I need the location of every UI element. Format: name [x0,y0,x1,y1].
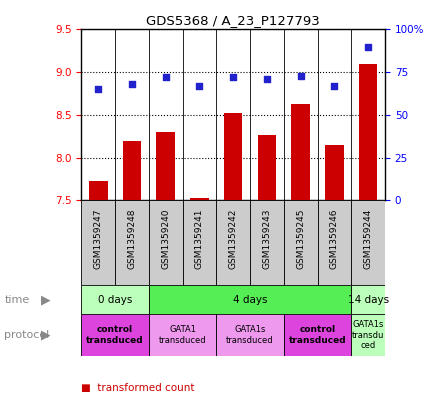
Bar [216,200,250,285]
Text: GSM1359248: GSM1359248 [128,208,136,269]
Point [297,72,304,79]
Text: ▶: ▶ [41,329,51,342]
Text: 0 days: 0 days [98,295,132,305]
Bar [351,285,385,314]
Text: time: time [4,295,29,305]
Text: GSM1359244: GSM1359244 [363,208,373,269]
Bar [351,314,385,356]
Bar [157,132,175,200]
Bar [183,200,216,285]
Text: control
transduced: control transduced [289,325,346,345]
Point [365,43,372,50]
Bar [258,135,276,200]
Bar [216,314,284,356]
Text: 4 days: 4 days [233,295,268,305]
Bar [81,285,149,314]
Bar [224,113,242,200]
Text: 14 days: 14 days [348,295,389,305]
Bar [291,104,310,200]
Text: GSM1359246: GSM1359246 [330,208,339,269]
Point [331,83,338,89]
Bar [318,200,351,285]
Bar [81,200,115,285]
Text: GATA1s
transduced: GATA1s transduced [226,325,274,345]
Bar [284,314,351,356]
Bar [115,200,149,285]
Point [128,81,136,87]
Point [230,74,237,81]
Bar [359,64,378,200]
Point [95,86,102,92]
Text: GATA1s
transdu
ced: GATA1s transdu ced [352,320,384,350]
Text: protocol: protocol [4,330,50,340]
Bar [325,145,344,200]
Text: GSM1359242: GSM1359242 [229,208,238,269]
Bar [284,200,318,285]
Text: GATA1
transduced: GATA1 transduced [159,325,206,345]
Text: GSM1359241: GSM1359241 [195,208,204,269]
Text: control
transduced: control transduced [86,325,144,345]
Point [162,74,169,81]
Bar [81,314,149,356]
Bar [149,200,183,285]
Bar [89,181,107,200]
Text: ▶: ▶ [41,293,51,306]
Bar [351,200,385,285]
Point [196,83,203,89]
Bar [250,200,284,285]
Text: GSM1359243: GSM1359243 [262,208,271,269]
Point [264,76,271,82]
Bar [149,285,351,314]
Title: GDS5368 / A_23_P127793: GDS5368 / A_23_P127793 [147,14,320,27]
Bar [123,141,141,200]
Bar [190,198,209,200]
Text: ■  transformed count: ■ transformed count [81,383,195,393]
Text: GSM1359247: GSM1359247 [94,208,103,269]
Text: GSM1359240: GSM1359240 [161,208,170,269]
Text: GSM1359245: GSM1359245 [296,208,305,269]
Bar [149,314,216,356]
